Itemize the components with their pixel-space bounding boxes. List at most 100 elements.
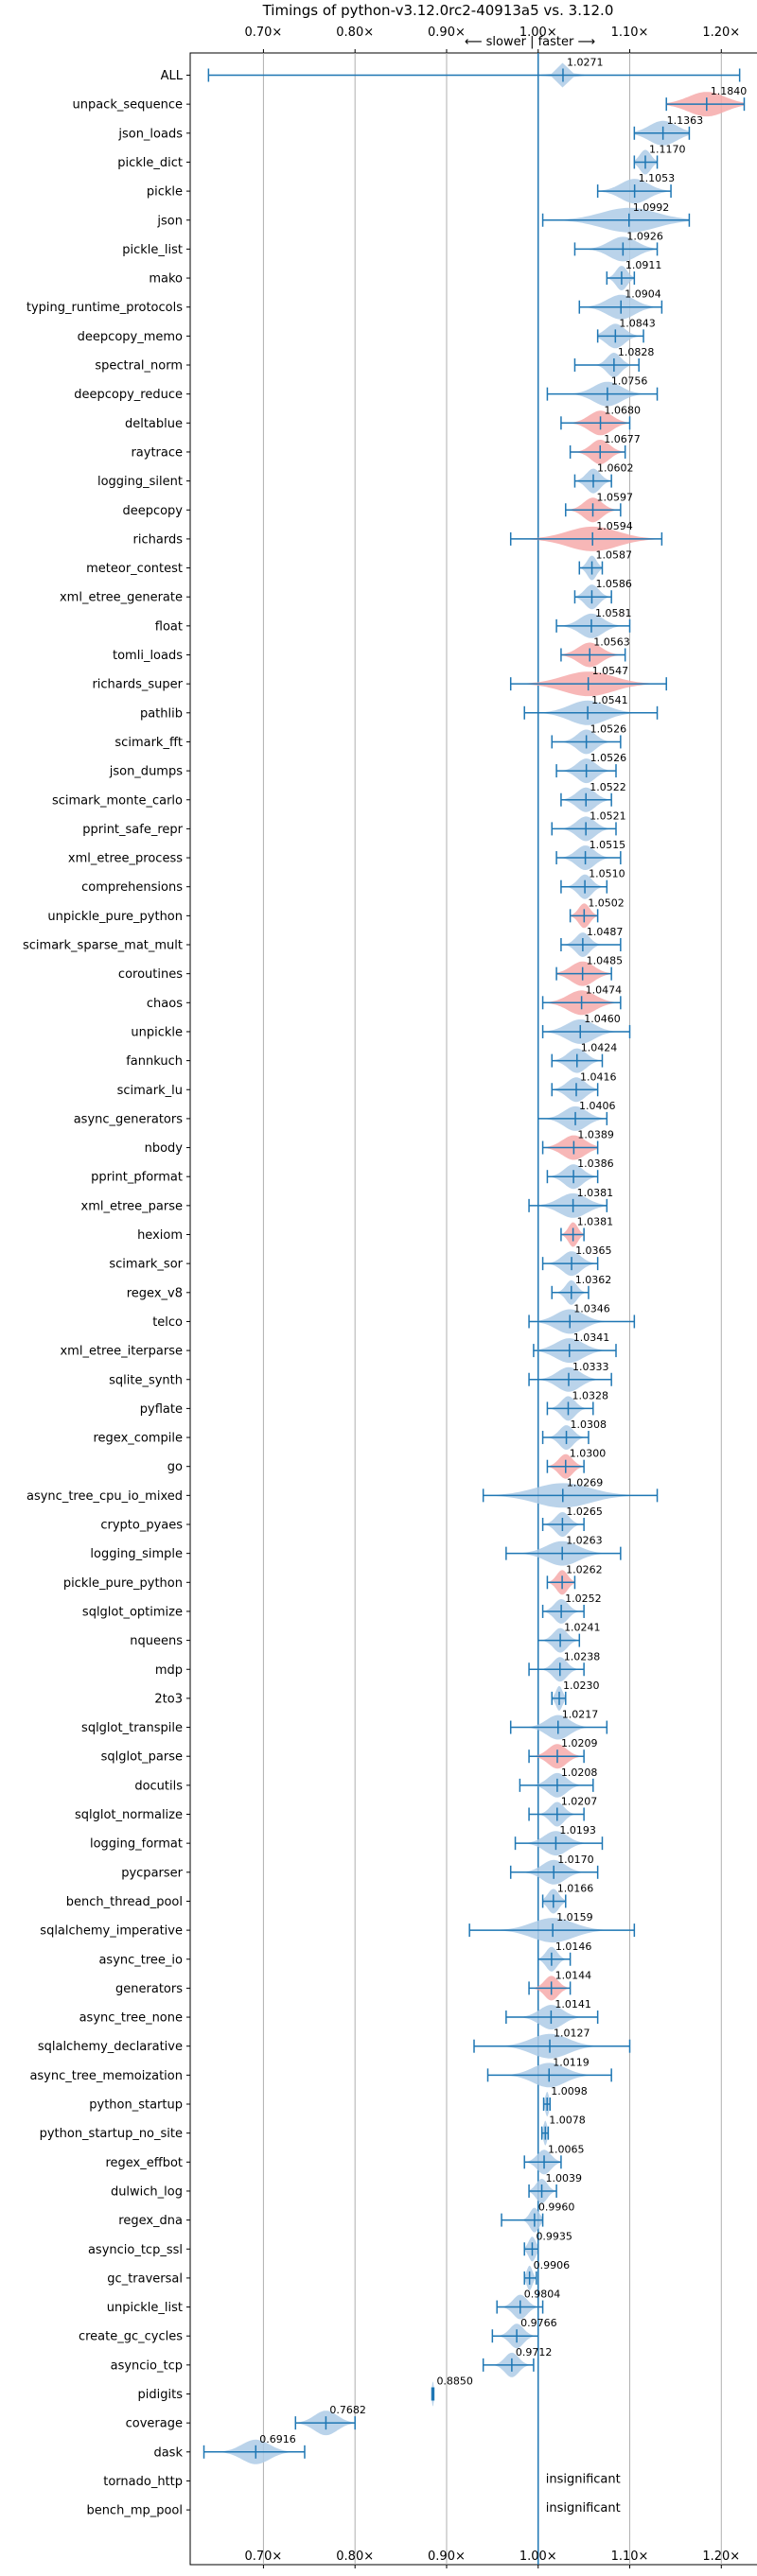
benchmark-name-label: sqlglot_normalize	[75, 1808, 183, 1822]
benchmark-name-label: mako	[149, 272, 183, 287]
tick-layer: 0.70× 0.70× 0.80× 0.80× 0.90× 0.90× 1.00× 1.00×…	[186, 26, 740, 2568]
benchmark-name-label: pyflate	[140, 1402, 183, 1417]
mean-value-label: 1.0680	[605, 404, 642, 416]
mean-value-label: 1.0209	[561, 1737, 598, 1749]
label-layer: ALL 1.0271 unpack_sequence 1.1840 json_loads…	[23, 57, 747, 2518]
benchmark-name-label: richards_super	[92, 678, 183, 692]
mean-value-label: 1.0406	[579, 1100, 616, 1112]
benchmark-name-label: tomli_loads	[113, 649, 183, 663]
benchmark-name-label: crypto_pyaes	[100, 1519, 183, 1533]
mean-value-label: 1.0563	[593, 636, 630, 649]
mean-value-label: 1.0098	[551, 2085, 588, 2097]
benchmark-name-label: tornado_http	[103, 2475, 183, 2489]
benchmark-name-label: docutils	[134, 1779, 183, 1793]
benchmark-name-label: unpickle_pure_python	[47, 910, 183, 924]
benchmark-name-label: regex_compile	[93, 1432, 183, 1446]
mean-value-label: 1.0346	[573, 1302, 610, 1314]
mean-value-label: 1.0119	[553, 2056, 590, 2068]
mean-value-label: 1.0241	[564, 1622, 601, 1634]
mean-value-label: 1.0594	[596, 520, 633, 532]
benchmark-name-label: chaos	[147, 997, 183, 1011]
mean-value-label: 1.0904	[625, 288, 661, 301]
mean-value-label: 1.0362	[575, 1274, 612, 1286]
benchmark-name-label: deepcopy_memo	[78, 330, 183, 344]
mean-value-label: 1.0065	[548, 2143, 585, 2155]
violin-layer	[202, 62, 746, 2464]
mean-value-label: 1.0389	[577, 1129, 614, 1141]
benchmark-name-label: richards	[133, 532, 184, 547]
mean-value-label: 1.0308	[571, 1419, 607, 1431]
benchmark-name-label: sqlglot_transpile	[81, 1721, 183, 1735]
benchmark-name-label: pickle	[147, 185, 183, 200]
x-tick-label-top: 1.00×	[519, 26, 557, 40]
mean-value-label: 1.0333	[572, 1361, 609, 1373]
benchmark-name-label: unpack_sequence	[72, 98, 183, 113]
mean-value-label: 1.0522	[590, 781, 626, 793]
mean-value-label: 1.0586	[595, 578, 632, 590]
benchmark-name-label: pprint_safe_repr	[82, 823, 183, 837]
mean-value-label: 1.0263	[566, 1535, 603, 1547]
benchmark-name-label: coverage	[126, 2417, 183, 2431]
mean-value-label: 1.0252	[565, 1593, 602, 1605]
benchmark-name-label: xml_etree_iterparse	[60, 1345, 183, 1359]
benchmark-name-label: telco	[152, 1315, 183, 1330]
benchmark-name-label: deepcopy	[122, 504, 183, 518]
mean-value-label: 1.1170	[649, 143, 686, 155]
benchmark-name-label: spectral_norm	[95, 359, 183, 374]
mean-value-label: 1.0416	[580, 1070, 617, 1083]
mean-value-label: 0.9906	[534, 2259, 571, 2271]
benchmark-name-label: bench_thread_pool	[66, 1895, 183, 1909]
mean-value-label: 1.0328	[572, 1389, 608, 1401]
benchmark-name-label: pidigits	[138, 2388, 184, 2402]
benchmark-name-label: pprint_pformat	[91, 1171, 183, 1185]
benchmark-name-label: async_tree_none	[79, 2011, 183, 2026]
chart-title: Timings of python-v3.12.0rc2-40913a5 vs.…	[262, 2, 614, 19]
mean-value-label: 1.0587	[596, 549, 633, 562]
benchmark-name-label: pickle_dict	[117, 156, 183, 170]
mean-value-label: 1.0926	[626, 230, 663, 242]
mean-value-label: 1.0510	[589, 868, 625, 880]
mean-value-label: 0.9804	[524, 2289, 561, 2301]
insignificant-label: insignificant	[546, 2472, 621, 2486]
benchmark-name-label: bench_mp_pool	[86, 2504, 183, 2518]
benchmark-name-label: asyncio_tcp_ssl	[88, 2243, 183, 2257]
benchmark-name-label: logging_format	[90, 1837, 183, 1852]
mean-value-label: 1.0341	[573, 1332, 610, 1344]
mean-value-label: 1.0521	[590, 809, 626, 822]
benchmark-name-label: asyncio_tcp	[111, 2358, 183, 2373]
mean-value-label: 1.0078	[549, 2115, 586, 2127]
benchmark-name-label: pathlib	[140, 706, 183, 721]
benchmark-name-label: logging_silent	[97, 475, 183, 489]
mean-value-label: 1.0039	[546, 2172, 583, 2184]
plot-frame	[189, 52, 757, 2566]
mean-value-label: 0.8850	[436, 2376, 473, 2388]
mean-value-label: 1.0265	[566, 1506, 603, 1518]
mean-value-label: 0.9766	[520, 2317, 557, 2329]
benchmark-name-label: pycparser	[121, 1866, 183, 1880]
benchmark-name-label: hexiom	[137, 1228, 183, 1243]
benchmark-name-label: sqlite_synth	[109, 1373, 183, 1387]
mean-value-label: 1.0526	[590, 722, 627, 735]
benchmark-name-label: async_tree_cpu_io_mixed	[26, 1489, 183, 1504]
benchmark-name-label: json_dumps	[109, 765, 183, 779]
benchmark-name-label: async_tree_memoization	[29, 2069, 183, 2083]
benchmark-name-label: create_gc_cycles	[79, 2330, 183, 2344]
mean-value-label: 1.0127	[554, 2028, 590, 2040]
mean-value-label: 1.0238	[564, 1650, 601, 1662]
benchmark-name-label: scimark_fft	[114, 736, 183, 750]
mean-value-label: 0.7682	[329, 2404, 366, 2416]
mean-value-label: 0.9935	[536, 2230, 572, 2242]
mean-value-label: 1.0217	[562, 1709, 599, 1721]
mean-value-label: 1.0756	[611, 375, 648, 388]
mean-value-label: 1.0515	[590, 839, 626, 851]
benchmark-name-label: sqlglot_parse	[101, 1750, 183, 1765]
benchmark-name-label: nqueens	[130, 1634, 183, 1648]
mean-value-label: 1.0208	[561, 1767, 598, 1779]
benchmark-name-label: mdp	[155, 1663, 183, 1678]
direction-label: ⟵ slower | faster ⟶	[465, 35, 595, 49]
benchmark-name-label: async_generators	[74, 1112, 184, 1126]
mean-value-label: 1.0381	[577, 1216, 614, 1228]
mean-value-label: 1.1363	[667, 114, 704, 127]
benchmark-name-label: regex_effbot	[105, 2156, 183, 2170]
